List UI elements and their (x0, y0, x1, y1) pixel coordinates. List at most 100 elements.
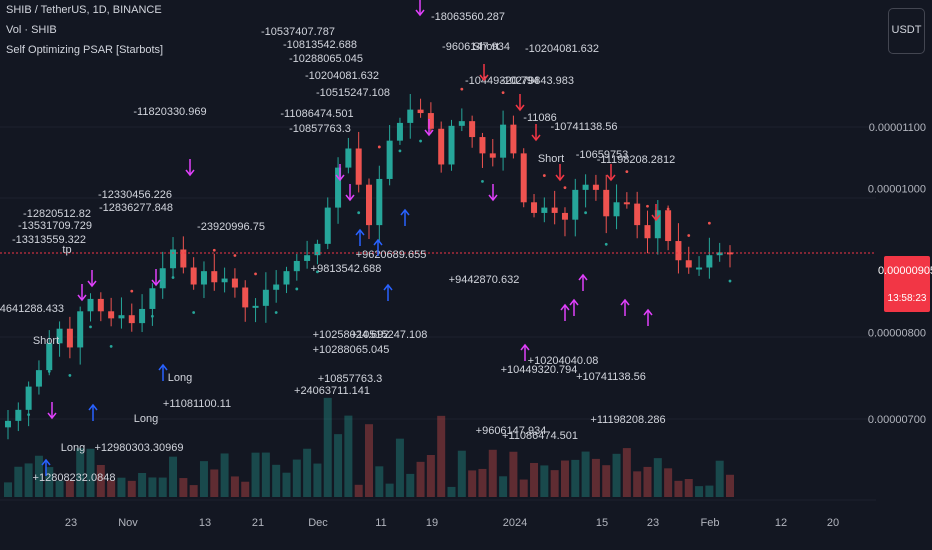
candle[interactable] (180, 236, 187, 274)
volume-bar (323, 397, 332, 497)
candle[interactable] (97, 292, 104, 322)
candle[interactable] (366, 178, 372, 240)
signal-label: Short (473, 41, 499, 53)
candle[interactable] (541, 197, 548, 223)
candle[interactable] (190, 257, 197, 290)
volume-bar (251, 452, 260, 497)
candle[interactable] (118, 297, 125, 329)
long-arrow-icon (578, 273, 588, 291)
candle[interactable] (458, 108, 465, 132)
candle[interactable] (335, 157, 342, 224)
candle[interactable] (386, 125, 393, 186)
candle[interactable] (427, 102, 434, 134)
candle[interactable] (25, 381, 32, 427)
candle[interactable] (572, 178, 579, 237)
signal-label: -10288065.045 (289, 53, 363, 65)
candle[interactable] (283, 266, 290, 294)
candle[interactable] (623, 192, 630, 209)
signal-label: +9442870.632 (449, 274, 520, 286)
candle[interactable] (35, 360, 42, 395)
candle[interactable] (149, 283, 156, 326)
candle[interactable] (448, 119, 455, 171)
candle[interactable] (231, 268, 238, 298)
candle[interactable] (324, 197, 331, 250)
x-axis-tick-label: Feb (701, 517, 720, 529)
candle[interactable] (355, 131, 362, 193)
short-arrow-icon (185, 159, 195, 177)
volume-legend[interactable]: Vol · SHIB (6, 24, 57, 36)
candle[interactable] (654, 200, 661, 255)
candle[interactable] (314, 239, 321, 265)
candle[interactable] (56, 321, 63, 357)
volume-bar (437, 415, 446, 497)
candle[interactable] (5, 409, 11, 440)
candle[interactable] (200, 261, 207, 299)
candle[interactable] (15, 402, 22, 432)
candle[interactable] (520, 148, 527, 208)
candle[interactable] (727, 245, 733, 268)
candle[interactable] (273, 270, 280, 303)
candle[interactable] (644, 210, 651, 254)
candle[interactable] (469, 115, 476, 148)
candle[interactable] (293, 253, 300, 281)
candle[interactable] (479, 132, 486, 168)
candle[interactable] (87, 293, 94, 322)
candle[interactable] (108, 297, 115, 327)
candle[interactable] (582, 174, 589, 208)
candle[interactable] (438, 121, 445, 173)
candle[interactable] (696, 256, 703, 276)
candle[interactable] (262, 272, 269, 323)
candle[interactable] (221, 267, 228, 293)
short-arrow-icon (415, 0, 425, 17)
signal-label: +11081100.11 (163, 398, 231, 410)
signal-label: +10741138.56 (576, 371, 646, 383)
volume-bar (148, 477, 157, 497)
y-axis-tick-label: 0.00000700 (868, 414, 926, 426)
candle[interactable] (561, 207, 568, 237)
candle[interactable] (170, 237, 177, 278)
candle[interactable] (675, 223, 682, 274)
long-arrow-icon (158, 363, 168, 381)
volume-bar (426, 454, 435, 497)
candle[interactable] (242, 280, 249, 322)
signal-label: -14641288.433 (0, 303, 64, 315)
candle[interactable] (396, 117, 403, 145)
currency-button[interactable]: USDT (888, 8, 925, 54)
candle[interactable] (592, 174, 599, 201)
long-arrow-icon (400, 208, 410, 226)
volume-bar (261, 452, 270, 497)
candle[interactable] (46, 330, 53, 376)
x-axis-tick-label: 20 (827, 517, 839, 529)
indicator-legend[interactable]: Self Optimizing PSAR [Starbots] (6, 44, 164, 56)
candle[interactable] (613, 184, 620, 230)
candle[interactable] (376, 165, 383, 242)
candle[interactable] (510, 115, 517, 159)
candle[interactable] (407, 93, 414, 139)
volume-bar (313, 463, 322, 497)
candle[interactable] (417, 98, 424, 118)
candle[interactable] (716, 242, 723, 262)
candle[interactable] (489, 139, 496, 167)
signal-label: -11086 (523, 112, 556, 124)
candle[interactable] (634, 191, 641, 239)
volume-bar (282, 472, 291, 497)
candle[interactable] (77, 306, 84, 365)
candle[interactable] (531, 194, 538, 218)
candle[interactable] (551, 190, 558, 225)
candle[interactable] (603, 174, 610, 234)
candle[interactable] (252, 298, 259, 323)
candle[interactable] (304, 240, 311, 269)
candle[interactable] (706, 237, 713, 279)
candle[interactable] (159, 251, 166, 299)
candle[interactable] (500, 110, 507, 171)
symbol-title[interactable]: SHIB / TetherUS, 1D, BINANCE (6, 4, 162, 16)
candle[interactable] (128, 303, 135, 332)
x-axis-tick-label: Dec (308, 517, 328, 529)
candle[interactable] (685, 246, 692, 274)
candle[interactable] (665, 205, 672, 251)
candle[interactable] (66, 316, 73, 359)
candle[interactable] (345, 137, 352, 174)
candle[interactable] (211, 253, 218, 291)
candle[interactable] (139, 294, 146, 333)
